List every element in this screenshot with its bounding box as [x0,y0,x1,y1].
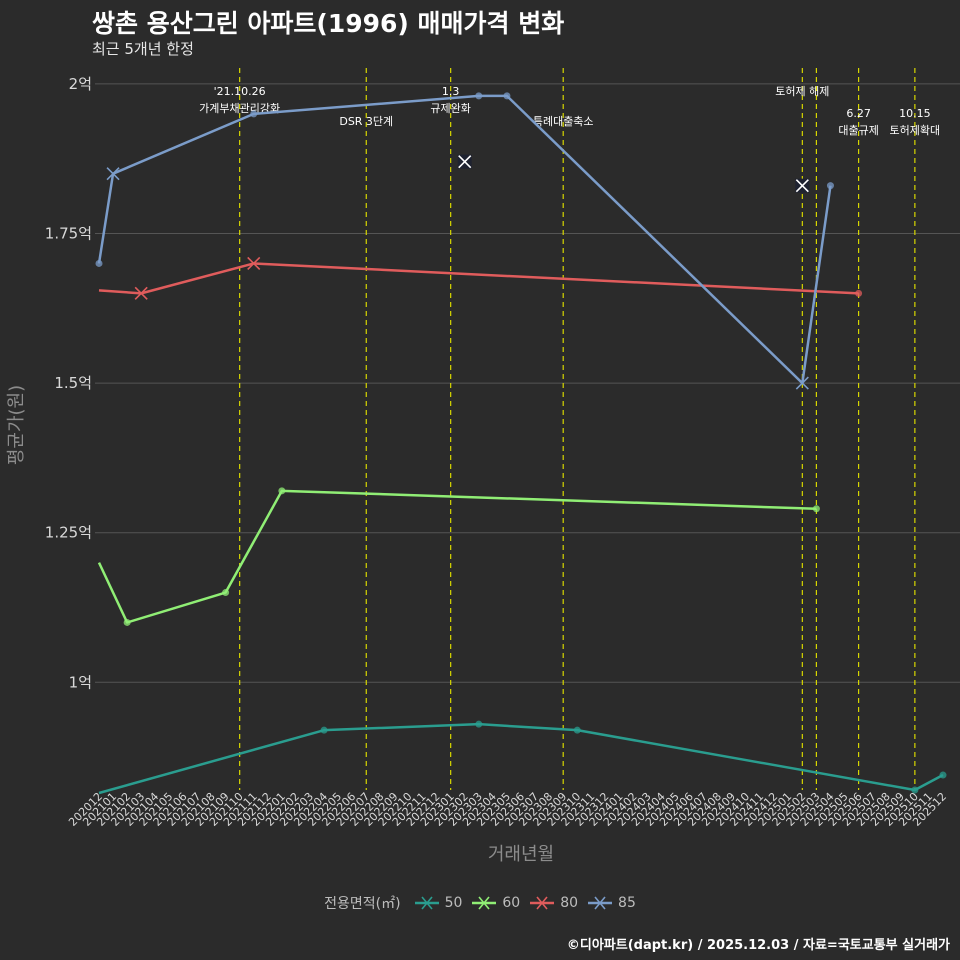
source-credit: ©디아파트(dapt.kr) / 2025.12.03 / 자료=국토교통부 실… [566,938,950,953]
data-point-x-85 [106,167,120,181]
legend-key-icon [414,896,439,910]
chart-title: 쌍촌 용산그린 아파트(1996) 매매가격 변화 [92,9,565,38]
event-label: 1.3 [442,85,460,98]
data-point-60 [812,505,820,513]
event-label: 토허제확대 [890,124,941,137]
event-label: 대출규제 [838,124,878,137]
data-point-85 [826,182,834,190]
legend-item-80: 80 [530,895,578,911]
event-label: 10.15 [899,107,931,120]
y-tick-label: 2억 [69,75,92,93]
marker-x-stroke [247,256,261,271]
marker-x-stroke [795,376,809,390]
legend-key-icon [530,896,555,910]
extra-x-marker [795,178,810,193]
legend-item-50: 50 [414,895,463,911]
marker-x-stroke [134,286,148,300]
legend-label: 80 [560,895,579,911]
data-point-50 [475,720,483,728]
legend-item-85: 85 [588,895,636,911]
data-point-50 [573,726,581,734]
series-line-60 [97,489,817,624]
event-label: '21.10.26 [214,85,266,98]
data-point-50 [939,771,947,779]
data-point-85 [250,110,258,118]
data-point-50 [911,786,919,794]
data-point-50 [320,726,328,734]
legend-key-icon [472,896,497,910]
x-axis-title: 거래년월 [488,844,554,865]
marker-x-stroke [106,167,120,181]
event-label: 규제완화 [430,102,470,115]
y-tick-label: 1.5억 [54,374,92,392]
chart-subtitle: 최근 5개년 한정 [92,40,194,58]
data-point-x-80 [134,286,148,300]
event-label: 6.27 [846,107,871,120]
data-point-85 [475,92,483,100]
y-tick-label: 1.25억 [45,524,92,542]
event-label: 토허제 해제 [775,84,829,98]
legend-label: 85 [618,895,636,911]
data-point-60 [278,487,286,495]
data-point-x-85 [795,376,809,390]
series-line-50 [98,722,944,795]
legend: 전용면적(㎡) 50 60 80 85 [0,893,960,913]
data-point-80 [855,289,863,297]
data-point-85 [95,259,103,267]
legend-title: 전용면적(㎡) [324,896,401,912]
legend-label: 50 [444,895,463,911]
legend-key-icon [588,896,613,910]
event-label: 특례대출축소 [533,115,594,128]
series-line-80 [98,262,859,295]
legend-item-60: 60 [472,895,520,911]
event-label: 가계부채관리강화 [199,102,280,115]
y-tick-label: 1.75억 [45,225,92,243]
y-axis-title: 평균가(원) [6,385,27,465]
marker-x-stroke [458,155,472,169]
y-tick-label: 1억 [69,673,92,691]
data-point-60 [222,589,230,597]
marker-x-stroke [795,179,809,193]
series-line-85 [97,94,832,385]
extra-x-marker [457,154,472,169]
event-label: DSR 3단계 [339,115,393,128]
legend-label: 60 [502,895,521,911]
data-point-60 [123,618,131,626]
data-point-x-80 [247,256,261,271]
data-point-85 [503,92,511,100]
